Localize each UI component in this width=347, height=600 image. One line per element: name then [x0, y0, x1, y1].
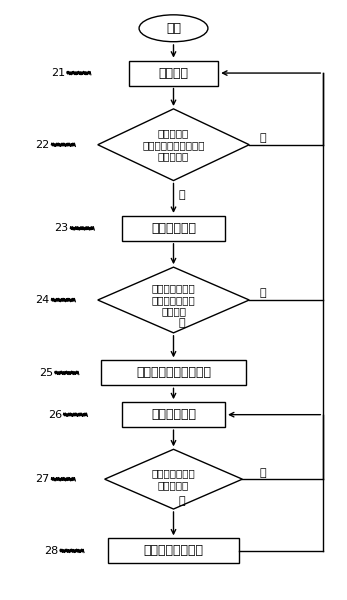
Text: 按键功能输入: 按键功能输入 — [151, 222, 196, 235]
Text: 23: 23 — [54, 223, 69, 233]
Bar — [101, 361, 246, 385]
Text: 28: 28 — [44, 546, 58, 556]
Bar — [122, 216, 225, 241]
Text: 否: 否 — [260, 467, 266, 478]
Text: 否: 否 — [260, 133, 266, 143]
Text: 21: 21 — [51, 68, 65, 78]
Text: 检查是否有按压
按键作确认: 检查是否有按压 按键作确认 — [152, 469, 195, 490]
Text: 检查是否有按压
按键以提供所选
择的功能: 检查是否有按压 按键以提供所选 择的功能 — [152, 283, 195, 317]
Bar — [108, 538, 239, 563]
Text: 打开电源: 打开电源 — [159, 67, 188, 80]
Text: 灯号指示所选择的功能: 灯号指示所选择的功能 — [136, 367, 211, 379]
Text: 22: 22 — [36, 140, 50, 150]
Text: 否: 否 — [260, 289, 266, 298]
Text: 是: 是 — [179, 190, 185, 200]
Text: 执行所选择的功能: 执行所选择的功能 — [144, 544, 203, 557]
Text: 27: 27 — [36, 474, 50, 484]
Bar — [129, 61, 218, 86]
Text: 开始: 开始 — [166, 22, 181, 35]
Text: 25: 25 — [39, 368, 53, 378]
Text: 检查是否有
按压按键以启动一多功
能按键状态: 检查是否有 按压按键以启动一多功 能按键状态 — [142, 128, 205, 161]
Text: 24: 24 — [36, 295, 50, 305]
Text: 26: 26 — [48, 410, 62, 419]
Bar — [122, 402, 225, 427]
Text: 确认输入正确: 确认输入正确 — [151, 408, 196, 421]
Text: 是: 是 — [179, 496, 185, 506]
Text: 是: 是 — [179, 317, 185, 328]
